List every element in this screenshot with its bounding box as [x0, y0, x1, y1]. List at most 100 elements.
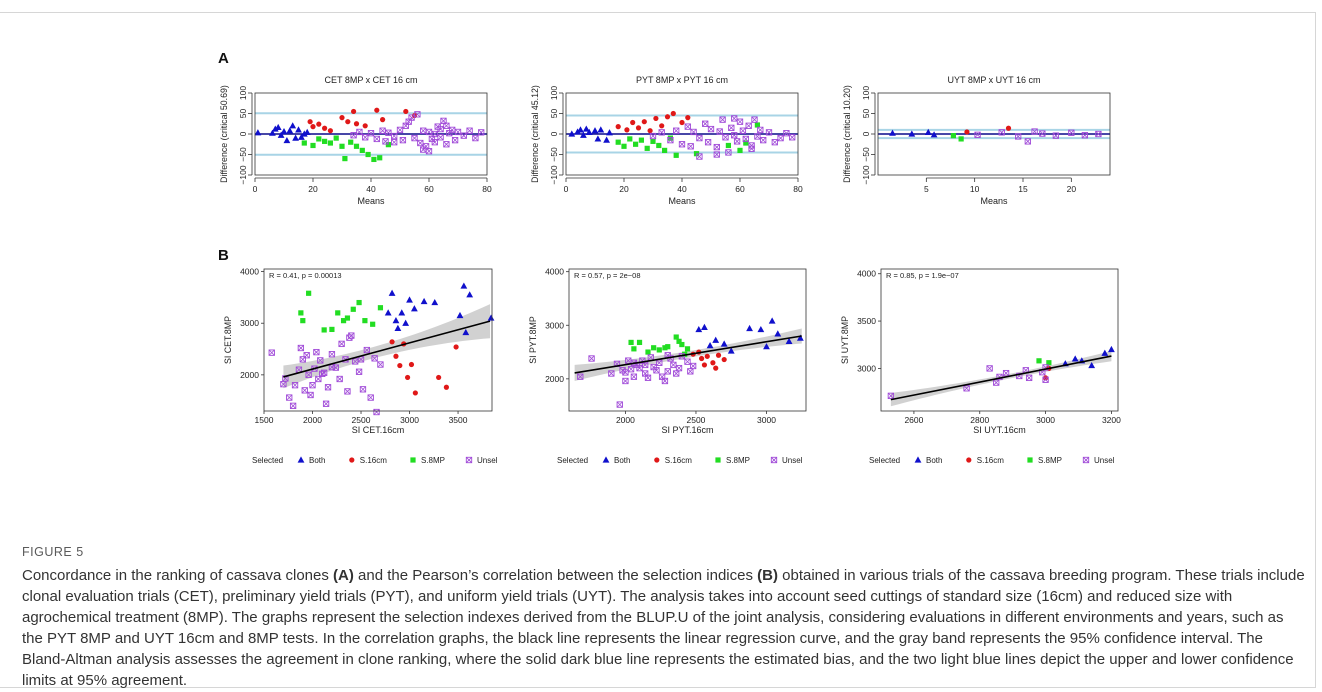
marker-box [713, 143, 720, 151]
marker-cross [684, 358, 691, 365]
x-tick-label: 2800 [970, 415, 989, 425]
panel-b-letter: B [218, 247, 229, 264]
point-both [1071, 355, 1079, 362]
y-tick-label: 50 [861, 109, 871, 119]
marker-box [986, 365, 993, 372]
marker-box [437, 134, 444, 141]
marker-box [658, 129, 665, 136]
marker-cross [728, 124, 735, 131]
point-unsel [344, 388, 351, 395]
legend-marker-unsel [1082, 456, 1090, 464]
marker-cross [713, 144, 720, 151]
marker-box [630, 373, 638, 380]
marker-box [301, 387, 308, 394]
point-both [568, 130, 576, 137]
point-s16cm [404, 374, 411, 381]
marker-cross [338, 340, 345, 347]
point-unsel [690, 128, 697, 136]
point-both [701, 323, 708, 331]
marker-box [667, 136, 674, 144]
marker-cross [748, 145, 755, 152]
marker-cross [323, 400, 330, 407]
point-s16cm [316, 121, 322, 127]
point-s8mp [950, 133, 956, 139]
point-both [298, 133, 305, 140]
point-s8mp [676, 338, 682, 344]
marker-box [1016, 372, 1023, 380]
marker-box [751, 116, 758, 123]
point-both [466, 291, 474, 298]
marker-box [636, 364, 643, 372]
marker-box [286, 394, 293, 401]
point-unsel [1015, 133, 1022, 140]
point-unsel [687, 143, 694, 150]
point-both [456, 311, 464, 319]
point-s16cm [715, 352, 722, 358]
point-unsel [322, 400, 330, 407]
correlation-annotation: R = 0.57, p = 2e−08 [574, 271, 641, 280]
point-s16cm [624, 127, 630, 133]
point-s8mp [737, 147, 743, 153]
point-s16cm [351, 108, 357, 115]
point-s8mp [633, 141, 639, 147]
point-unsel [307, 391, 314, 399]
point-unsel [289, 402, 297, 409]
caption-part: and the Pearson’s correlation between th… [353, 567, 758, 584]
legend: Selected Both S.16cm S.8MP Unsel [252, 456, 498, 465]
point-unsel [649, 132, 657, 140]
marker-cross [664, 352, 671, 359]
marker-cross [653, 367, 660, 374]
legend: Selected Both S.16cm S.8MP Unsel [557, 456, 803, 465]
y-axis-label: Difference (critical 10.20) [842, 85, 852, 183]
point-unsel [379, 127, 386, 134]
point-both [763, 343, 770, 350]
marker-cross [307, 392, 314, 398]
point-unsel [478, 129, 485, 136]
x-axis-label: SI PYT.16cm [661, 425, 713, 435]
legend-label-unsel: Unsel [1094, 456, 1115, 465]
marker-box [362, 134, 369, 141]
marker-cross [684, 123, 691, 130]
x-tick-label: 3500 [449, 415, 468, 425]
point-s8mp [651, 345, 657, 351]
marker-cross [431, 139, 438, 146]
x-tick-label: 2500 [352, 415, 371, 425]
chart-4: 1500 2000 2500 3000 3500 2000 3000 4000 R = 0.41… [223, 267, 498, 465]
point-s16cm [443, 384, 449, 390]
point-unsel [704, 139, 712, 146]
marker-cross [647, 354, 654, 361]
marker-cross [696, 153, 703, 160]
legend-label-both: Both [309, 456, 325, 465]
point-s8mp [627, 136, 633, 142]
point-s8mp [327, 140, 333, 146]
y-tick-label: 4000 [240, 267, 259, 277]
marker-box [307, 391, 314, 399]
point-unsel [678, 141, 686, 148]
plot-frame [880, 268, 1119, 412]
marker-box [328, 351, 336, 358]
marker-box [332, 364, 339, 371]
marker-cross [722, 134, 729, 141]
marker-box [460, 132, 467, 139]
plot-frame [877, 92, 1111, 176]
marker-cross [313, 349, 320, 356]
point-both [591, 127, 599, 134]
point-both [577, 126, 584, 133]
point-unsel [346, 334, 353, 341]
marker-cross [687, 368, 694, 375]
point-unsel [728, 124, 735, 132]
point-unsel [443, 141, 450, 148]
marker-cross [751, 116, 758, 123]
marker-box [431, 139, 438, 146]
point-s16cm [713, 365, 719, 371]
marker-cross [359, 386, 366, 393]
point-both [269, 129, 276, 136]
x-tick-label: 15 [1018, 184, 1028, 194]
point-unsel [707, 125, 715, 133]
marker-box [754, 133, 761, 140]
x-tick-label: 3200 [1102, 415, 1121, 425]
point-unsel [367, 394, 374, 401]
y-tick-label: 4000 [857, 269, 876, 279]
point-s16cm [362, 123, 368, 129]
marker-cross [317, 357, 324, 364]
